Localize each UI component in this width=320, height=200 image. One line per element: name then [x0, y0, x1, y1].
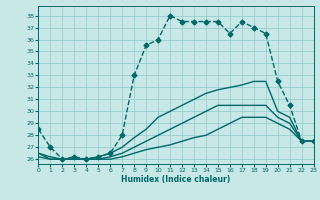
X-axis label: Humidex (Indice chaleur): Humidex (Indice chaleur) — [121, 175, 231, 184]
